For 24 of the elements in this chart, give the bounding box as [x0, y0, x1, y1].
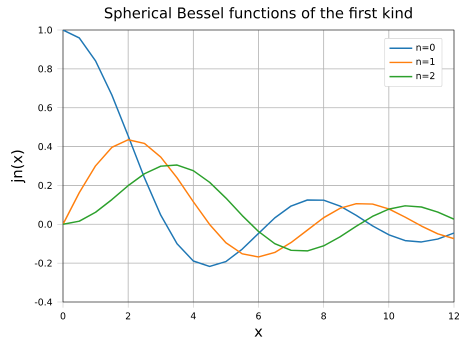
legend-label: n=0: [416, 44, 435, 51]
x-tick-label: 8: [321, 312, 326, 320]
legend-label: n=2: [416, 72, 434, 80]
chart-title: Spherical Bessel functions of the first kind: [104, 7, 412, 22]
y-axis-title: jn(x): [11, 150, 26, 184]
x-tick-label: 10: [384, 312, 394, 320]
legend-label: n=1: [416, 58, 434, 65]
y-tick-label: 0.0: [38, 220, 52, 228]
x-tick-label: 6: [256, 312, 261, 320]
line-series: [63, 139, 454, 258]
y-tick-label: -0.4: [34, 298, 52, 306]
line-series: [63, 30, 454, 268]
y-tick-label: 0.4: [38, 143, 52, 150]
x-tick-label: 0: [60, 312, 66, 320]
y-tick-label: -0.2: [34, 260, 52, 267]
y-tick-label: 0.8: [38, 65, 52, 72]
x-axis-title: x: [254, 328, 262, 337]
x-tick-label: 2: [126, 312, 130, 320]
line-series: [63, 164, 454, 252]
x-tick-label: 12: [449, 312, 459, 320]
y-tick-label: 0.6: [38, 104, 52, 112]
x-tick-label: 4: [190, 312, 196, 320]
y-tick-label: 1.0: [38, 26, 52, 34]
y-tick-label: 0.2: [38, 182, 52, 189]
